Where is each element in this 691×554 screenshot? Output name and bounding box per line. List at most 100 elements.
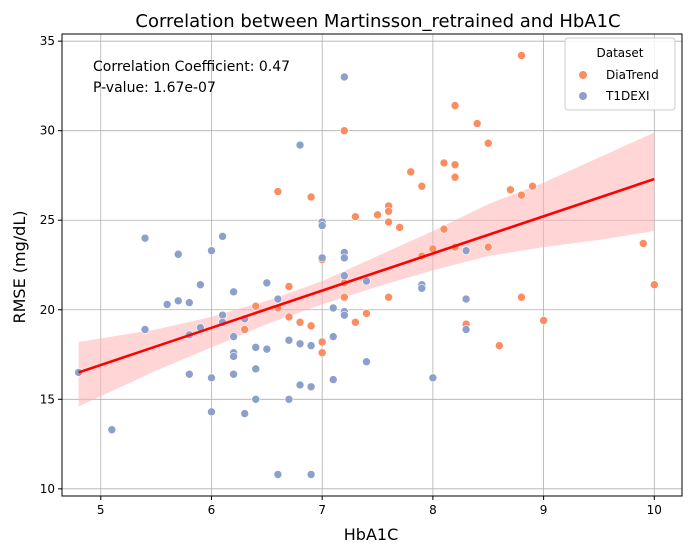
data-point-t1dexi: [229, 287, 238, 297]
data-point-t1dexi: [207, 407, 216, 417]
p-value-annotation: P-value: 1.67e-07: [93, 80, 216, 96]
data-point-t1dexi: [229, 332, 238, 341]
data-point-t1dexi: [284, 395, 294, 404]
data-point-t1dexi: [207, 246, 216, 255]
data-point-diatrend: [295, 318, 305, 327]
data-point-t1dexi: [173, 296, 183, 306]
data-point-t1dexi: [251, 364, 261, 374]
data-point-diatrend: [638, 239, 648, 248]
data-point-t1dexi: [162, 300, 172, 309]
data-point-t1dexi: [185, 369, 194, 379]
data-point-diatrend: [351, 212, 360, 221]
regression-line: [78, 177, 655, 374]
x-tick-label: 6: [208, 503, 216, 517]
data-point-diatrend: [340, 126, 349, 135]
data-point-t1dexi: [328, 375, 338, 384]
data-point-t1dexi: [262, 278, 272, 288]
data-point-t1dexi: [461, 294, 471, 304]
data-point-t1dexi: [317, 221, 327, 230]
data-point-t1dexi: [340, 72, 349, 82]
correlation-annotation: Correlation Coefficient: 0.47: [93, 59, 290, 75]
data-point-t1dexi: [295, 380, 305, 390]
legend-box: [564, 37, 676, 111]
data-point-t1dexi: [306, 341, 316, 350]
data-point-t1dexi: [140, 325, 150, 334]
data-point-t1dexi: [207, 373, 216, 383]
y-tick-label: 20: [40, 303, 55, 317]
data-point-diatrend: [273, 187, 283, 196]
data-point-diatrend: [517, 51, 526, 60]
data-point-diatrend: [362, 309, 371, 318]
legend-label-diatrend: DiaTrend: [606, 68, 659, 82]
data-point-t1dexi: [461, 246, 471, 255]
y-tick-label: 10: [40, 482, 55, 496]
data-point-diatrend: [384, 206, 393, 216]
data-point-t1dexi: [185, 298, 194, 307]
plot-frame: [61, 33, 683, 497]
data-point-t1dexi: [328, 303, 338, 313]
data-point-diatrend: [483, 138, 493, 148]
legend-marker-diatrend: [579, 71, 587, 79]
data-point-t1dexi: [461, 325, 471, 334]
data-point-t1dexi: [273, 294, 283, 304]
data-point-diatrend: [384, 217, 393, 227]
data-point-diatrend: [439, 224, 449, 234]
data-point-t1dexi: [306, 470, 316, 479]
y-tick-label: 30: [40, 124, 55, 138]
data-point-t1dexi: [295, 140, 305, 150]
data-point-t1dexi: [306, 382, 316, 392]
data-point-diatrend: [284, 282, 294, 291]
x-tick-label: 8: [429, 503, 437, 517]
data-point-t1dexi: [317, 253, 327, 263]
data-point-t1dexi: [140, 233, 150, 243]
data-point-t1dexi: [218, 232, 227, 241]
confidence-band: [78, 132, 655, 407]
chart-title: Correlation between Martinsson_retrained…: [135, 11, 620, 32]
data-point-t1dexi: [340, 310, 349, 320]
data-point-t1dexi: [196, 280, 205, 289]
data-point-t1dexi: [273, 470, 283, 479]
confidence-band-layer: [78, 132, 655, 407]
data-point-t1dexi: [340, 253, 349, 263]
data-point-t1dexi: [229, 369, 238, 379]
data-point-diatrend: [240, 325, 249, 334]
regression-line-layer: [78, 177, 655, 374]
data-point-diatrend: [539, 316, 548, 325]
data-point-diatrend: [284, 312, 294, 322]
data-point-t1dexi: [262, 344, 272, 354]
y-axis-title: RMSE (mg/dL): [10, 211, 29, 324]
data-point-diatrend: [483, 242, 493, 252]
data-point-diatrend: [517, 190, 526, 200]
y-axis-ticks: 10 15 20 25 30 35: [40, 34, 62, 496]
legend-title: Dataset: [597, 46, 644, 60]
data-point-diatrend: [450, 172, 460, 182]
data-point-diatrend: [450, 101, 460, 110]
data-point-diatrend: [506, 185, 515, 195]
data-point-diatrend: [317, 348, 327, 358]
data-point-diatrend: [306, 321, 316, 331]
data-point-diatrend: [384, 292, 393, 302]
x-tick-label: 5: [97, 503, 105, 517]
data-point-diatrend: [395, 223, 404, 232]
data-point-diatrend: [528, 181, 537, 191]
legend-label-t1dexi: T1DEXI: [605, 89, 650, 103]
data-point-diatrend: [650, 280, 659, 289]
x-axis-ticks: 5 6 7 8 9 10: [97, 496, 662, 517]
data-point-t1dexi: [295, 339, 305, 349]
data-point-t1dexi: [417, 283, 427, 293]
data-point-t1dexi: [251, 395, 261, 404]
data-point-t1dexi: [340, 271, 349, 281]
y-tick-label: 35: [40, 34, 55, 48]
data-point-t1dexi: [362, 357, 371, 366]
data-point-t1dexi: [328, 332, 338, 341]
x-tick-label: 7: [318, 503, 326, 517]
data-point-diatrend: [517, 292, 526, 302]
data-point-t1dexi: [428, 373, 438, 383]
x-tick-label: 10: [647, 503, 662, 517]
data-point-diatrend: [317, 337, 327, 347]
data-point-diatrend: [406, 167, 416, 177]
legend-marker-t1dexi: [579, 92, 587, 100]
x-tick-label: 9: [540, 503, 548, 517]
data-point-diatrend: [495, 341, 504, 350]
data-point-t1dexi: [229, 352, 238, 361]
